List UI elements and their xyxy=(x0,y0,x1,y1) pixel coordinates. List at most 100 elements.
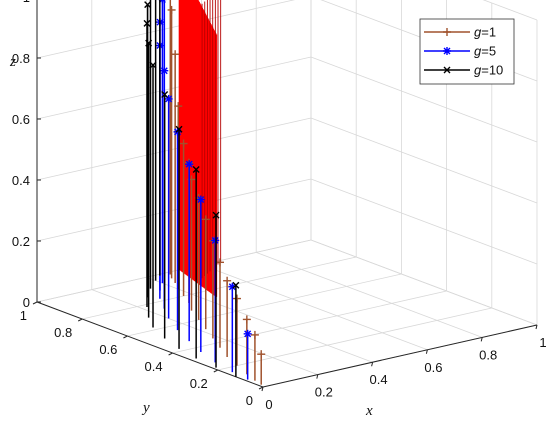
marker-2-0 xyxy=(232,281,240,289)
y-axis-line xyxy=(36,301,264,388)
floor-gridline-y-5 xyxy=(36,239,312,303)
y-tick-5 xyxy=(32,301,38,305)
z-axis-label: z xyxy=(9,54,16,70)
marker-0-14 xyxy=(167,5,176,14)
floor-gridline-y-2 xyxy=(172,290,447,354)
marker-2-0-d2 xyxy=(232,281,240,289)
x-tick-label-3: 0.6 xyxy=(424,360,442,375)
marker-1-1-d2 xyxy=(228,283,236,291)
floor-gridline-x-4 xyxy=(256,252,483,338)
marker-2-2-d2 xyxy=(192,165,200,173)
marker-1-2 xyxy=(211,236,220,245)
marker-1-4-d2 xyxy=(185,160,193,168)
x-tick-2 xyxy=(371,362,374,367)
marker-2-8-d2 xyxy=(144,1,152,9)
y-tick-label-3: 0.6 xyxy=(99,342,117,357)
z-tick-label-2: 0.4 xyxy=(12,173,30,188)
marker-0-13 xyxy=(171,50,180,59)
legend-entry-g10: g=10 xyxy=(424,63,503,78)
floor-gridline-x-5 xyxy=(310,239,538,326)
axes-layer: 00.20.40.60.8100.20.40.60.8100.20.40.60.… xyxy=(12,0,547,412)
legend-marker-g1 xyxy=(443,28,451,36)
svg-text:g=5: g=5 xyxy=(474,44,496,59)
legend-label-g1-prefix: g xyxy=(474,25,482,40)
side-wall-gridline-z-5 xyxy=(482,0,538,21)
y-tick-1 xyxy=(213,369,219,373)
back-wall-gridline-z-4 xyxy=(36,0,296,59)
marker-0-5 xyxy=(216,258,224,267)
z-tick-label-3: 0.6 xyxy=(12,112,30,127)
side-wall-gridline-z-1 xyxy=(310,178,538,265)
x-axis-label: x xyxy=(365,403,373,419)
y-axis-label: y xyxy=(141,400,150,416)
back-wall-gridline-z-2 xyxy=(36,117,312,181)
back-wall-gridline-z-3 xyxy=(36,56,312,120)
marker-0-3 xyxy=(232,294,241,303)
marker-0-11 xyxy=(179,139,188,148)
legend: g=1 g=5 g=10 xyxy=(419,18,515,85)
legend-label-g10-suffix: =10 xyxy=(481,63,503,78)
z-tick-label-0: 0 xyxy=(23,295,30,310)
marker-0-0 xyxy=(257,350,266,359)
marker-0-4 xyxy=(223,276,232,285)
marker-2-4 xyxy=(161,90,169,98)
x-tick-label-2: 0.4 xyxy=(370,372,388,387)
x-tick-label-0: 0 xyxy=(265,397,272,412)
marker-1-0-d2 xyxy=(244,330,252,338)
series-g-1 xyxy=(167,0,266,385)
z-tick-label-4: 0.8 xyxy=(12,51,30,66)
series-g-10 xyxy=(143,0,240,377)
legend-label-g1-suffix: =1 xyxy=(481,25,496,40)
legend-entry-g1: g=1 xyxy=(424,25,496,40)
floor-gridline-y-3 xyxy=(127,273,402,337)
marker-2-1-d2 xyxy=(212,211,220,219)
legend-label-g10-prefix: g xyxy=(474,63,482,78)
svg-text:g=10: g=10 xyxy=(474,63,503,78)
y-tick-label-4: 0.8 xyxy=(54,325,72,340)
y-tick-label-2: 0.4 xyxy=(145,359,163,374)
marker-2-3-d2 xyxy=(175,125,183,133)
y-tick-2 xyxy=(168,352,173,356)
floor-gridline-x-1 xyxy=(91,289,318,375)
marker-1-4 xyxy=(185,160,194,169)
floor-gridline-y-4 xyxy=(82,256,357,320)
marker-1-2-d2 xyxy=(211,236,219,244)
floor-gridline-y-1 xyxy=(217,307,492,371)
marker-1-3 xyxy=(196,195,205,204)
marker-2-8 xyxy=(144,1,152,9)
side-wall-gridline-z-2 xyxy=(310,117,538,204)
x-tick-0 xyxy=(261,386,264,392)
marker-2-1 xyxy=(212,211,220,219)
data-layer xyxy=(143,0,266,385)
marker-1-0 xyxy=(243,329,252,338)
y-tick-4 xyxy=(77,318,83,322)
marker-2-2 xyxy=(192,165,200,173)
x-tick-label-4: 0.8 xyxy=(479,347,497,362)
marker-2-3 xyxy=(175,125,183,133)
z-tick-label-1: 0.2 xyxy=(12,234,30,249)
legend-label-g5-suffix: =5 xyxy=(481,44,496,59)
legend-marker-g10 xyxy=(443,66,451,74)
z-tick-label-5: 1 xyxy=(23,0,30,5)
x-tick-5 xyxy=(535,324,538,330)
marker-0-1 xyxy=(250,330,259,339)
x-tick-1 xyxy=(316,374,319,379)
side-wall-gridline-z-3 xyxy=(310,56,538,143)
legend-marker-g5 xyxy=(443,47,451,55)
x-tick-3 xyxy=(425,349,428,354)
y-tick-3 xyxy=(123,335,128,339)
marker-2-4-d2 xyxy=(161,90,169,98)
x-axis-line xyxy=(262,324,538,388)
legend-label-g5-prefix: g xyxy=(474,44,482,59)
marker-0-7 xyxy=(201,215,210,224)
floor-gridline-x-3 xyxy=(201,264,428,351)
y-tick-label-0: 0 xyxy=(246,393,253,408)
svg-text:g=1: g=1 xyxy=(474,25,496,40)
y-tick-label-5: 1 xyxy=(20,308,27,323)
marker-1-5 xyxy=(173,127,182,136)
floor-gridline-x-2 xyxy=(146,276,373,363)
x-tick-label-5: 1 xyxy=(539,335,546,350)
x-tick-label-1: 0.2 xyxy=(315,385,333,400)
x-tick-4 xyxy=(480,337,483,342)
